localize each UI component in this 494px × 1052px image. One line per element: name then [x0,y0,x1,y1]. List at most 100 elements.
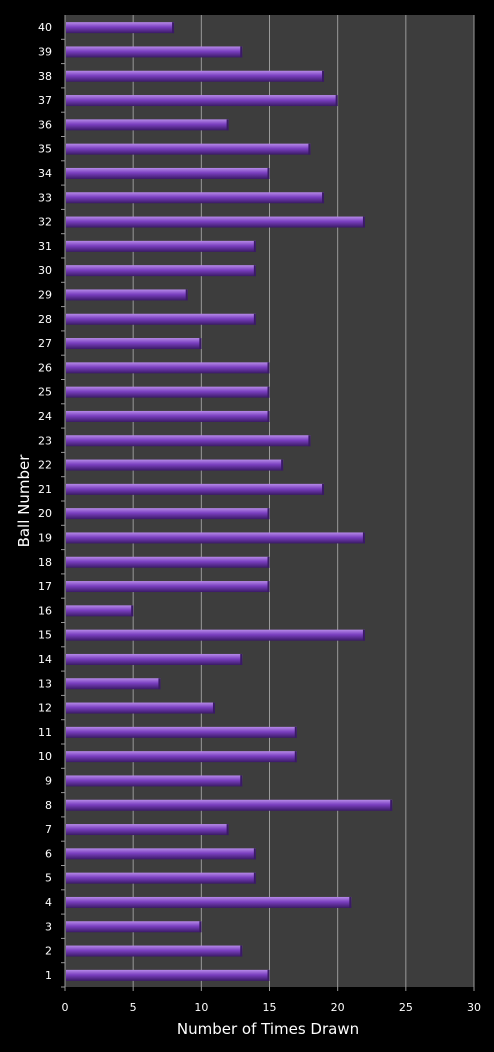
bar-ball-25 [66,386,270,398]
y-tick-label: 18 [38,556,52,569]
bar-ball-20 [66,508,270,520]
bar-end-cap [158,678,161,690]
bar-ball-24 [66,410,270,422]
y-tick-label: 15 [38,629,52,642]
x-tick-label: 20 [331,1001,345,1014]
bar-ball-15 [66,629,365,641]
y-tick-label: 29 [38,288,52,301]
bar-end-cap [212,702,215,714]
bar-ball-30 [66,265,256,277]
y-tick-label: 13 [38,677,52,690]
y-tick-label: 39 [38,45,52,58]
bar-end-cap [267,362,270,374]
bar-end-cap [362,532,365,544]
x-tick-label: 0 [62,1001,69,1014]
bar-end-cap [267,556,270,568]
bar-ball-18 [66,556,270,568]
y-tick-label: 3 [45,920,52,933]
bars [66,22,393,981]
y-tick-label: 35 [38,143,52,156]
bar-ball-13 [66,678,161,690]
bar-end-cap [322,192,325,204]
bar-ball-3 [66,921,202,933]
y-tick-label: 24 [38,410,52,423]
bar-end-cap [390,799,393,811]
y-tick-label: 32 [38,216,52,229]
bar-ball-22 [66,459,284,471]
bar-ball-19 [66,532,365,544]
bar-ball-21 [66,483,325,495]
bar-ball-5 [66,872,256,884]
bar-end-cap [267,410,270,422]
bar-end-cap [294,751,297,763]
bar-ball-14 [66,653,243,665]
bar-ball-7 [66,824,229,836]
bar-end-cap [240,653,243,665]
y-tick-label: 6 [45,847,52,860]
bar-ball-2 [66,945,243,957]
bar-ball-29 [66,289,188,301]
bar-end-cap [240,775,243,787]
y-tick-label: 36 [38,118,52,131]
bar-end-cap [253,313,256,325]
y-tick-label: 12 [38,702,52,715]
bar-end-cap [226,824,229,836]
x-tick-labels: 0 5 10 15 20 25 30 [62,987,481,1014]
bar-ball-32 [66,216,365,228]
bar-end-cap [308,143,311,155]
bar-end-cap [199,338,202,350]
y-tick-label: 11 [38,726,52,739]
bar-end-cap [322,70,325,82]
x-tick-label: 25 [399,1001,413,1014]
bar-ball-38 [66,70,325,82]
bar-end-cap [240,46,243,58]
bar-ball-8 [66,799,393,811]
bar-ball-37 [66,95,338,107]
y-tick-label: 4 [45,896,52,909]
bar-ball-40 [66,22,175,34]
y-tick-label: 2 [45,945,52,958]
y-tick-label: 5 [45,872,52,885]
bar-end-cap [335,95,338,107]
bar-end-cap [131,605,134,617]
bar-end-cap [281,459,284,471]
bar-end-cap [240,945,243,957]
bar-ball-4 [66,896,352,908]
y-tick-label: 38 [38,70,52,83]
y-tick-label: 21 [38,483,52,496]
bar-ball-16 [66,605,134,617]
y-tick-label: 33 [38,191,52,204]
bar-ball-27 [66,338,202,350]
bar-end-cap [294,726,297,738]
y-tick-label: 19 [38,531,52,544]
bar-ball-33 [66,192,325,204]
y-tick-label: 23 [38,434,52,447]
bar-end-cap [199,921,202,933]
x-tick-label: 30 [467,1001,481,1014]
bar-end-cap [267,969,270,981]
bar-end-cap [362,629,365,641]
bar-end-cap [322,483,325,495]
y-tick-label: 34 [38,167,52,180]
bar-end-cap [253,848,256,860]
y-tick-label: 9 [45,774,52,787]
bar-end-cap [267,508,270,520]
y-tick-label: 22 [38,459,52,472]
y-tick-label: 40 [38,21,52,34]
y-tick-labels: 1234567891011121314151617181920212223242… [38,21,65,988]
bar-ball-26 [66,362,270,374]
bar-ball-35 [66,143,311,155]
bar-end-cap [267,167,270,179]
bar-ball-23 [66,435,311,447]
bar-end-cap [253,240,256,252]
bar-ball-28 [66,313,256,325]
y-tick-label: 25 [38,386,52,399]
y-axis-title: Ball Number [15,454,33,548]
bar-ball-10 [66,751,297,763]
y-tick-label: 16 [38,604,52,617]
bar-ball-36 [66,119,229,131]
y-tick-label: 7 [45,823,52,836]
bar-ball-12 [66,702,215,714]
bar-end-cap [267,386,270,398]
